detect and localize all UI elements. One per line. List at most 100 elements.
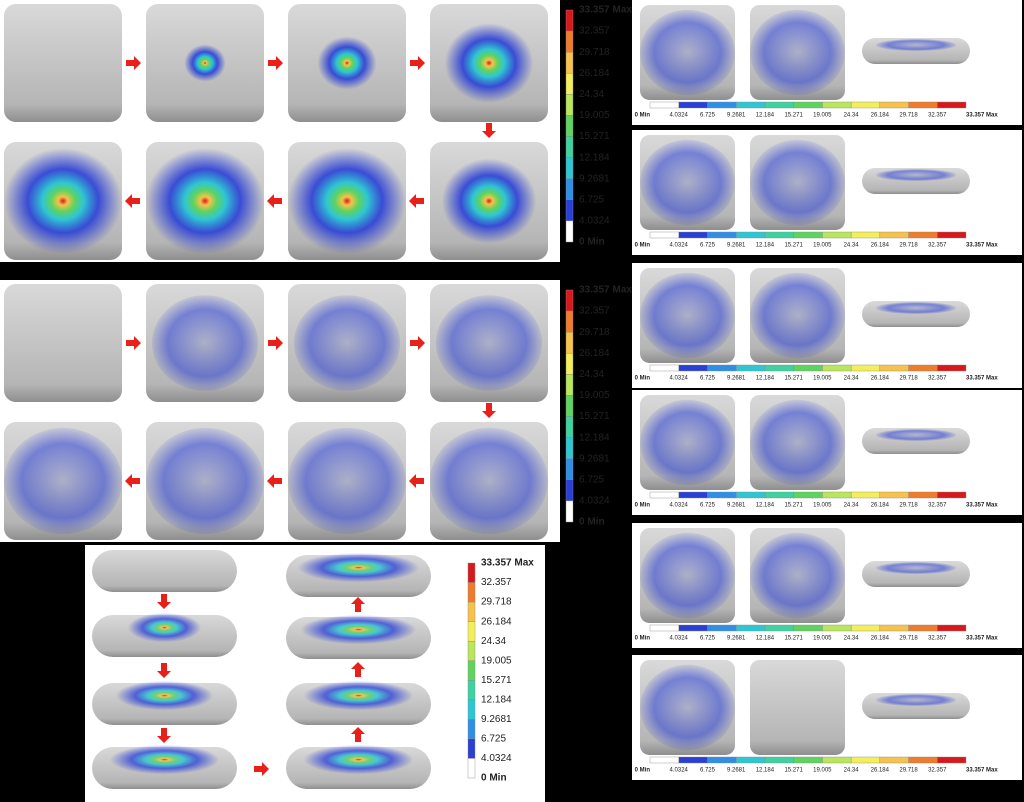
arrow [409,474,424,488]
colorbar-label: 4.0324 [670,113,689,119]
colorbar-segment [678,624,708,632]
colorbar-label: 19.005 [481,655,512,666]
colorbar-segment [735,756,766,764]
colorbar-label: 26.184 [579,68,610,79]
colorbar-label: 15.271 [784,768,803,774]
specimen [4,284,122,402]
colorbar-segment [649,624,679,632]
colorbar-label: 12.184 [579,432,610,443]
colorbar-segment [850,491,881,499]
colorbar-label: 24.34 [844,503,860,509]
colorbar-label: 26.184 [579,348,610,359]
colorbar-segment [937,491,967,499]
stress-field [4,427,122,535]
colorbar-segment [735,364,766,372]
arrow [126,56,141,70]
colorbar-segment [793,101,823,109]
colorbar-label: 33.357 Max [966,503,998,509]
colorbar-segment [565,479,574,502]
colorbar-label: 12.184 [579,152,610,163]
specimen [750,660,845,755]
arrow [268,56,283,70]
stress-field [288,427,406,535]
colorbar-label: 4.0324 [670,503,689,509]
colorbar-label: 26.184 [871,113,890,119]
colorbar-label: 32.357 [481,577,512,588]
colorbar-segment [735,101,766,109]
colorbar-label: 6.725 [481,734,506,745]
colorbar-segment [565,353,574,375]
stress-field [127,612,202,643]
colorbar-label: 4.0324 [670,376,689,382]
colorbar-label: 9.2681 [579,173,610,184]
colorbar-segment [822,231,852,239]
colorbar-label: 6.725 [579,474,604,485]
stress-field [750,139,845,226]
colorbar-label: 4.0324 [481,753,512,764]
colorbar-label: 0 Min [635,503,651,509]
colorbar-label: 6.725 [700,768,716,774]
colorbar-label: 32.357 [928,503,947,509]
colorbar-label: 15.271 [784,113,803,119]
colorbar-segment [565,331,574,354]
stress-field [876,39,956,51]
colorbar-label: 33.357 Max [966,636,998,642]
colorbar-segment [764,101,794,109]
colorbar-label: 19.005 [813,376,832,382]
colorbar-label: 33.357 Max [966,243,998,249]
colorbar-label: 32.357 [928,113,947,119]
colorbar-label: 12.184 [756,768,775,774]
colorbar-label: 9.2681 [727,243,746,249]
colorbar-segment [678,491,708,499]
stress-field [435,295,543,391]
colorbar-label: 19.005 [813,636,832,642]
stress-field [146,147,264,255]
colorbar-segment [793,491,823,499]
colorbar-label: 32.357 [928,768,947,774]
colorbar-label: 33.357 Max [966,768,998,774]
specimen [4,4,122,122]
colorbar-segment [937,364,967,372]
colorbar-segment [565,157,574,179]
stress-field [750,9,845,96]
colorbar-label: 0 Min [579,237,605,248]
colorbar-segment [565,500,574,523]
colorbar-label: 19.005 [579,110,610,121]
colorbar-segment [707,231,737,239]
specimen [92,550,237,592]
colorbar-label: 6.725 [579,194,604,205]
colorbar-segment [764,491,794,499]
colorbar-label: 29.718 [899,768,918,774]
arrow [268,336,283,350]
colorbar-segment [678,101,708,109]
colorbar-label: 26.184 [871,768,890,774]
colorbar-label: 33.357 Max [481,558,534,569]
arrow [157,594,171,609]
arrow [482,123,496,138]
colorbar-segment [565,220,574,243]
colorbar-label: 9.2681 [727,113,746,119]
stress-field [876,694,956,706]
arrow [410,336,425,350]
stress-field [151,295,259,391]
colorbar-segment [565,73,574,95]
stress-field [109,744,220,775]
colorbar-label: 32.357 [928,243,947,249]
colorbar-segment [879,231,909,239]
colorbar-label: 19.005 [813,113,832,119]
arrow [157,728,171,743]
stress-field [430,427,548,535]
colorbar-label: 0 Min [635,113,651,119]
colorbar-label: 26.184 [871,503,890,509]
colorbar-segment [822,491,852,499]
arrow [125,474,140,488]
colorbar-segment [467,640,476,661]
arrow [157,663,171,678]
stress-field [146,427,264,535]
colorbar-label: 32.357 [928,636,947,642]
colorbar-label: 24.34 [844,243,860,249]
colorbar-segment [707,624,737,632]
arrow [482,403,496,418]
colorbar-label: 6.725 [700,636,716,642]
colorbar-label: 29.718 [579,327,610,338]
